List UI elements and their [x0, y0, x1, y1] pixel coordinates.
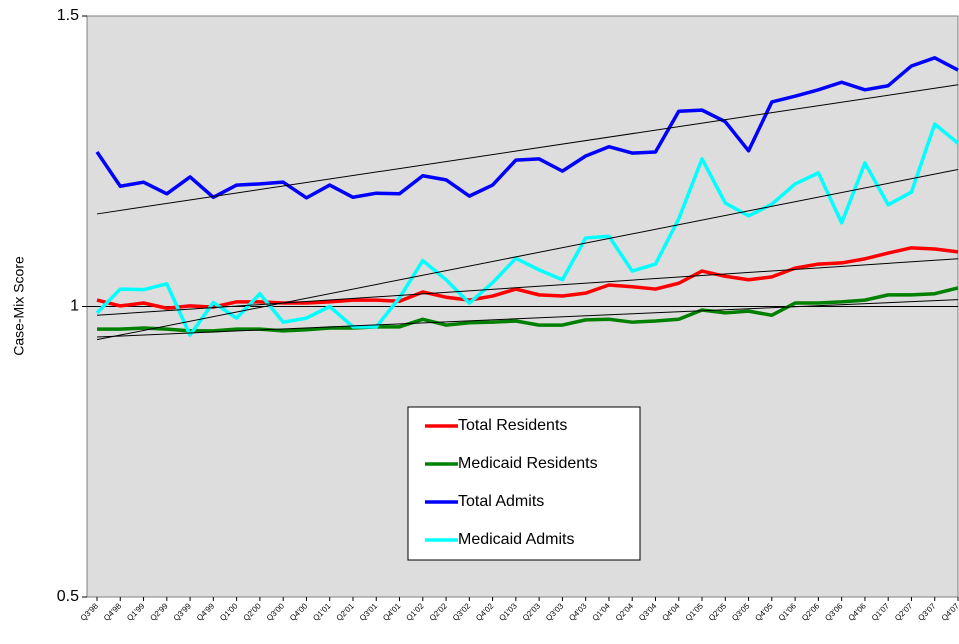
series-line — [97, 286, 959, 333]
x-tick-label: Q1'03 — [497, 601, 519, 623]
x-tick-label: Q4'07 — [940, 601, 959, 623]
x-tick-label: Q2'99 — [148, 601, 170, 623]
x-tick-label: Q4'00 — [288, 601, 310, 623]
legend-label: Total Residents — [458, 417, 567, 434]
x-tick-label: Q4'99 — [195, 601, 217, 623]
x-tick-label: Q1'02 — [404, 601, 426, 623]
trendline — [96, 258, 959, 316]
x-tick-label: Q2'00 — [242, 601, 264, 623]
legend-label: Total Admits — [458, 493, 544, 510]
legend-label: Medicaid Residents — [458, 455, 598, 472]
x-tick-label: Q2'06 — [800, 601, 822, 623]
x-tick-label: Q3'07 — [916, 601, 938, 623]
x-tick-label: Q3'98 — [79, 601, 101, 623]
x-tick-label: Q1'04 — [591, 601, 613, 623]
x-tick-label: Q3'99 — [172, 601, 194, 623]
trendline — [96, 84, 959, 215]
y-axis-label: Case-Mix Score — [11, 256, 27, 356]
x-tick-label: Q3'05 — [730, 601, 752, 623]
series-line — [95, 56, 959, 200]
x-tick-label: Q1'07 — [870, 601, 892, 623]
x-tick-label: Q2'01 — [335, 601, 357, 623]
trendline — [96, 299, 959, 338]
x-tick-label: Q2'03 — [521, 601, 543, 623]
x-tick-label: Q1'05 — [684, 601, 706, 623]
x-tick-label: Q3'03 — [544, 601, 566, 623]
x-tick-label: Q3'02 — [451, 601, 473, 623]
x-tick-label: Q3'01 — [358, 601, 380, 623]
x-tick-label: Q3'04 — [637, 601, 659, 623]
x-tick-label: Q4'05 — [753, 601, 775, 623]
x-tick-label: Q1'00 — [218, 601, 240, 623]
x-tick-label: Q1'06 — [777, 601, 799, 623]
series-line — [96, 246, 959, 310]
x-tick-label: Q4'98 — [102, 601, 124, 623]
x-tick-label: Q4'04 — [660, 601, 682, 623]
legend-box — [407, 406, 641, 561]
y-tick-label: 1 — [70, 298, 79, 315]
x-tick-label: Q2'02 — [428, 601, 450, 623]
x-tick-label: Q2'05 — [707, 601, 729, 623]
legend-label: Medicaid Admits — [458, 531, 575, 548]
x-tick-label: Q1'01 — [311, 601, 333, 623]
x-tick-label: Q4'03 — [567, 601, 589, 623]
x-tick-label: Q4'06 — [847, 601, 869, 623]
x-tick-label: Q3'00 — [265, 601, 287, 623]
x-tick-label: Q2'07 — [893, 601, 915, 623]
x-tick-label: Q3'06 — [823, 601, 845, 623]
y-tick-label: 0.5 — [57, 588, 79, 605]
x-tick-label: Q4'01 — [381, 601, 403, 623]
series-line — [95, 122, 959, 337]
x-tick-label: Q1'99 — [125, 601, 147, 623]
x-tick-label: Q4'02 — [474, 601, 496, 623]
y-tick-label: 1.5 — [57, 7, 79, 24]
x-tick-label: Q2'04 — [614, 601, 636, 623]
trendline — [96, 169, 959, 341]
